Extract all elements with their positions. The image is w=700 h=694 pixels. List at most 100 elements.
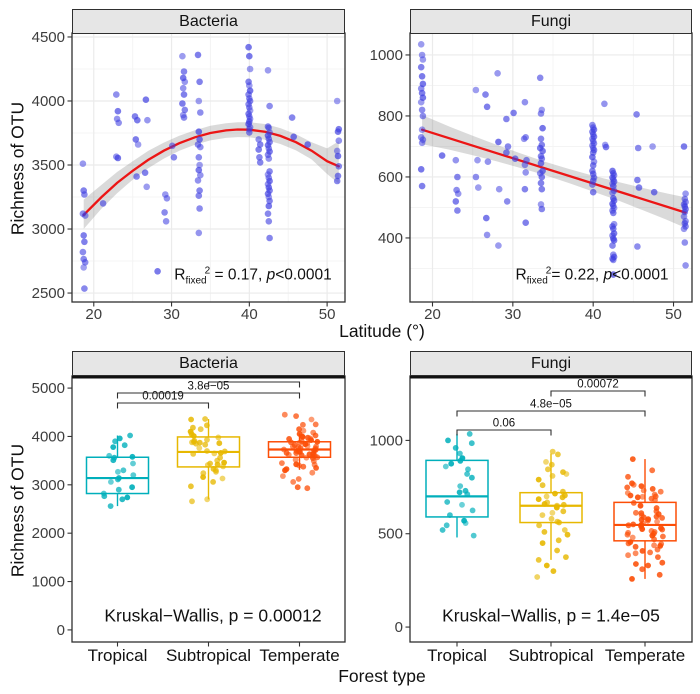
scatter-point bbox=[266, 168, 273, 175]
scatter-point bbox=[454, 207, 461, 214]
jitter-point bbox=[654, 518, 660, 525]
scatter-point bbox=[196, 205, 203, 212]
scatter-point bbox=[609, 242, 616, 249]
scatter-point bbox=[454, 173, 461, 181]
jitter-point bbox=[204, 448, 210, 454]
jitter-point bbox=[630, 521, 637, 528]
jitter-point bbox=[202, 416, 209, 422]
scatter-point bbox=[266, 102, 273, 110]
jitter-point bbox=[644, 517, 651, 524]
scatter-point bbox=[144, 116, 151, 124]
scatter-point bbox=[634, 144, 642, 152]
scatter-point bbox=[143, 183, 150, 191]
scatter-point bbox=[179, 100, 186, 107]
jitter-point bbox=[632, 543, 639, 550]
scatter-point bbox=[154, 268, 161, 275]
jitter-point bbox=[200, 474, 207, 480]
jitter-point bbox=[553, 504, 560, 511]
jitter-point bbox=[120, 467, 127, 474]
jitter-point bbox=[634, 494, 641, 501]
jitter-point bbox=[625, 552, 631, 559]
scatter-point bbox=[80, 232, 87, 239]
jitter-point bbox=[539, 512, 546, 518]
jitter-point bbox=[554, 547, 560, 554]
jitter-point bbox=[290, 443, 296, 450]
jitter-point bbox=[452, 445, 459, 451]
scatter-point bbox=[680, 225, 688, 233]
jitter-point bbox=[639, 566, 646, 573]
scatter-point bbox=[180, 68, 188, 75]
scatter-point bbox=[181, 106, 189, 114]
jitter-point bbox=[469, 507, 476, 514]
scatter-point bbox=[245, 43, 252, 51]
jitter-point bbox=[220, 463, 227, 470]
scatter-point bbox=[537, 110, 545, 117]
scatter-point bbox=[538, 185, 546, 193]
scatter-point bbox=[538, 173, 546, 181]
jitter-point bbox=[215, 434, 222, 441]
jitter-point bbox=[545, 466, 551, 473]
scatter-point bbox=[503, 149, 510, 156]
jitter-point bbox=[630, 481, 637, 488]
r-base: R bbox=[515, 266, 527, 284]
scatter-point bbox=[418, 139, 426, 147]
scatter-point bbox=[454, 190, 462, 197]
jitter-point bbox=[308, 416, 315, 423]
jitter-point bbox=[640, 487, 647, 494]
jitter-point bbox=[314, 438, 321, 445]
scatter-point bbox=[452, 198, 460, 205]
scatter-point bbox=[682, 262, 689, 269]
scatter-point bbox=[335, 163, 343, 170]
jitter-point bbox=[112, 438, 118, 445]
scatter-point bbox=[266, 234, 273, 242]
jitter-point bbox=[445, 437, 451, 444]
x-axis-title-forest: Forest type bbox=[338, 666, 426, 686]
scatter-point bbox=[650, 188, 658, 196]
comparison-bracket bbox=[116, 402, 210, 409]
jitter-point bbox=[189, 498, 195, 505]
y-tick-label: 4000 bbox=[32, 428, 65, 445]
scatter-point bbox=[417, 166, 425, 173]
scatter-point bbox=[418, 126, 426, 133]
r-squared-annotation-bacteria: Rfixed2 = 0.17, p<0.0001 bbox=[174, 265, 331, 286]
scatter-point bbox=[335, 137, 343, 144]
scatter-point bbox=[179, 84, 187, 92]
scatter-point bbox=[195, 128, 203, 135]
jitter-point bbox=[651, 542, 657, 549]
scatter-point bbox=[142, 96, 150, 103]
jitter-point bbox=[124, 494, 131, 501]
facet-strip-bacteria-box: Bacteria bbox=[72, 351, 345, 376]
jitter-point bbox=[216, 440, 223, 447]
comparison-bracket bbox=[456, 410, 646, 417]
y-tick-label: 800 bbox=[378, 108, 403, 125]
jitter-point bbox=[470, 532, 477, 539]
x-tick-label: 30 bbox=[504, 306, 521, 323]
y-tick-label: 3000 bbox=[32, 221, 65, 238]
jitter-point bbox=[539, 540, 546, 546]
comparison-p-label: 0.00072 bbox=[577, 379, 619, 391]
y-tick-label: 1000 bbox=[32, 574, 65, 591]
scatter-point bbox=[255, 136, 262, 143]
scatter-point bbox=[503, 115, 510, 123]
jitter-point bbox=[115, 486, 122, 493]
jitter-point bbox=[564, 531, 571, 538]
scatter-point bbox=[483, 214, 490, 222]
scatter-point bbox=[484, 158, 492, 165]
scatter-point bbox=[255, 146, 262, 153]
r-superscript: 2 bbox=[204, 265, 211, 277]
scatter-point bbox=[161, 209, 168, 216]
scatter-point bbox=[195, 166, 203, 174]
jitter-point bbox=[462, 520, 469, 526]
jitter-point bbox=[549, 473, 556, 479]
x-tick-label: 50 bbox=[319, 306, 336, 323]
facet-title: Fungi bbox=[530, 354, 572, 372]
scatter-point bbox=[537, 159, 545, 167]
scatter-point bbox=[609, 189, 616, 197]
scatter-point bbox=[195, 192, 203, 199]
jitter-point bbox=[115, 468, 121, 475]
scatter-point bbox=[494, 70, 501, 77]
jitter-point bbox=[561, 527, 568, 533]
jitter-point bbox=[563, 471, 570, 477]
jitter-point bbox=[188, 483, 194, 490]
jitter-point bbox=[196, 445, 203, 451]
